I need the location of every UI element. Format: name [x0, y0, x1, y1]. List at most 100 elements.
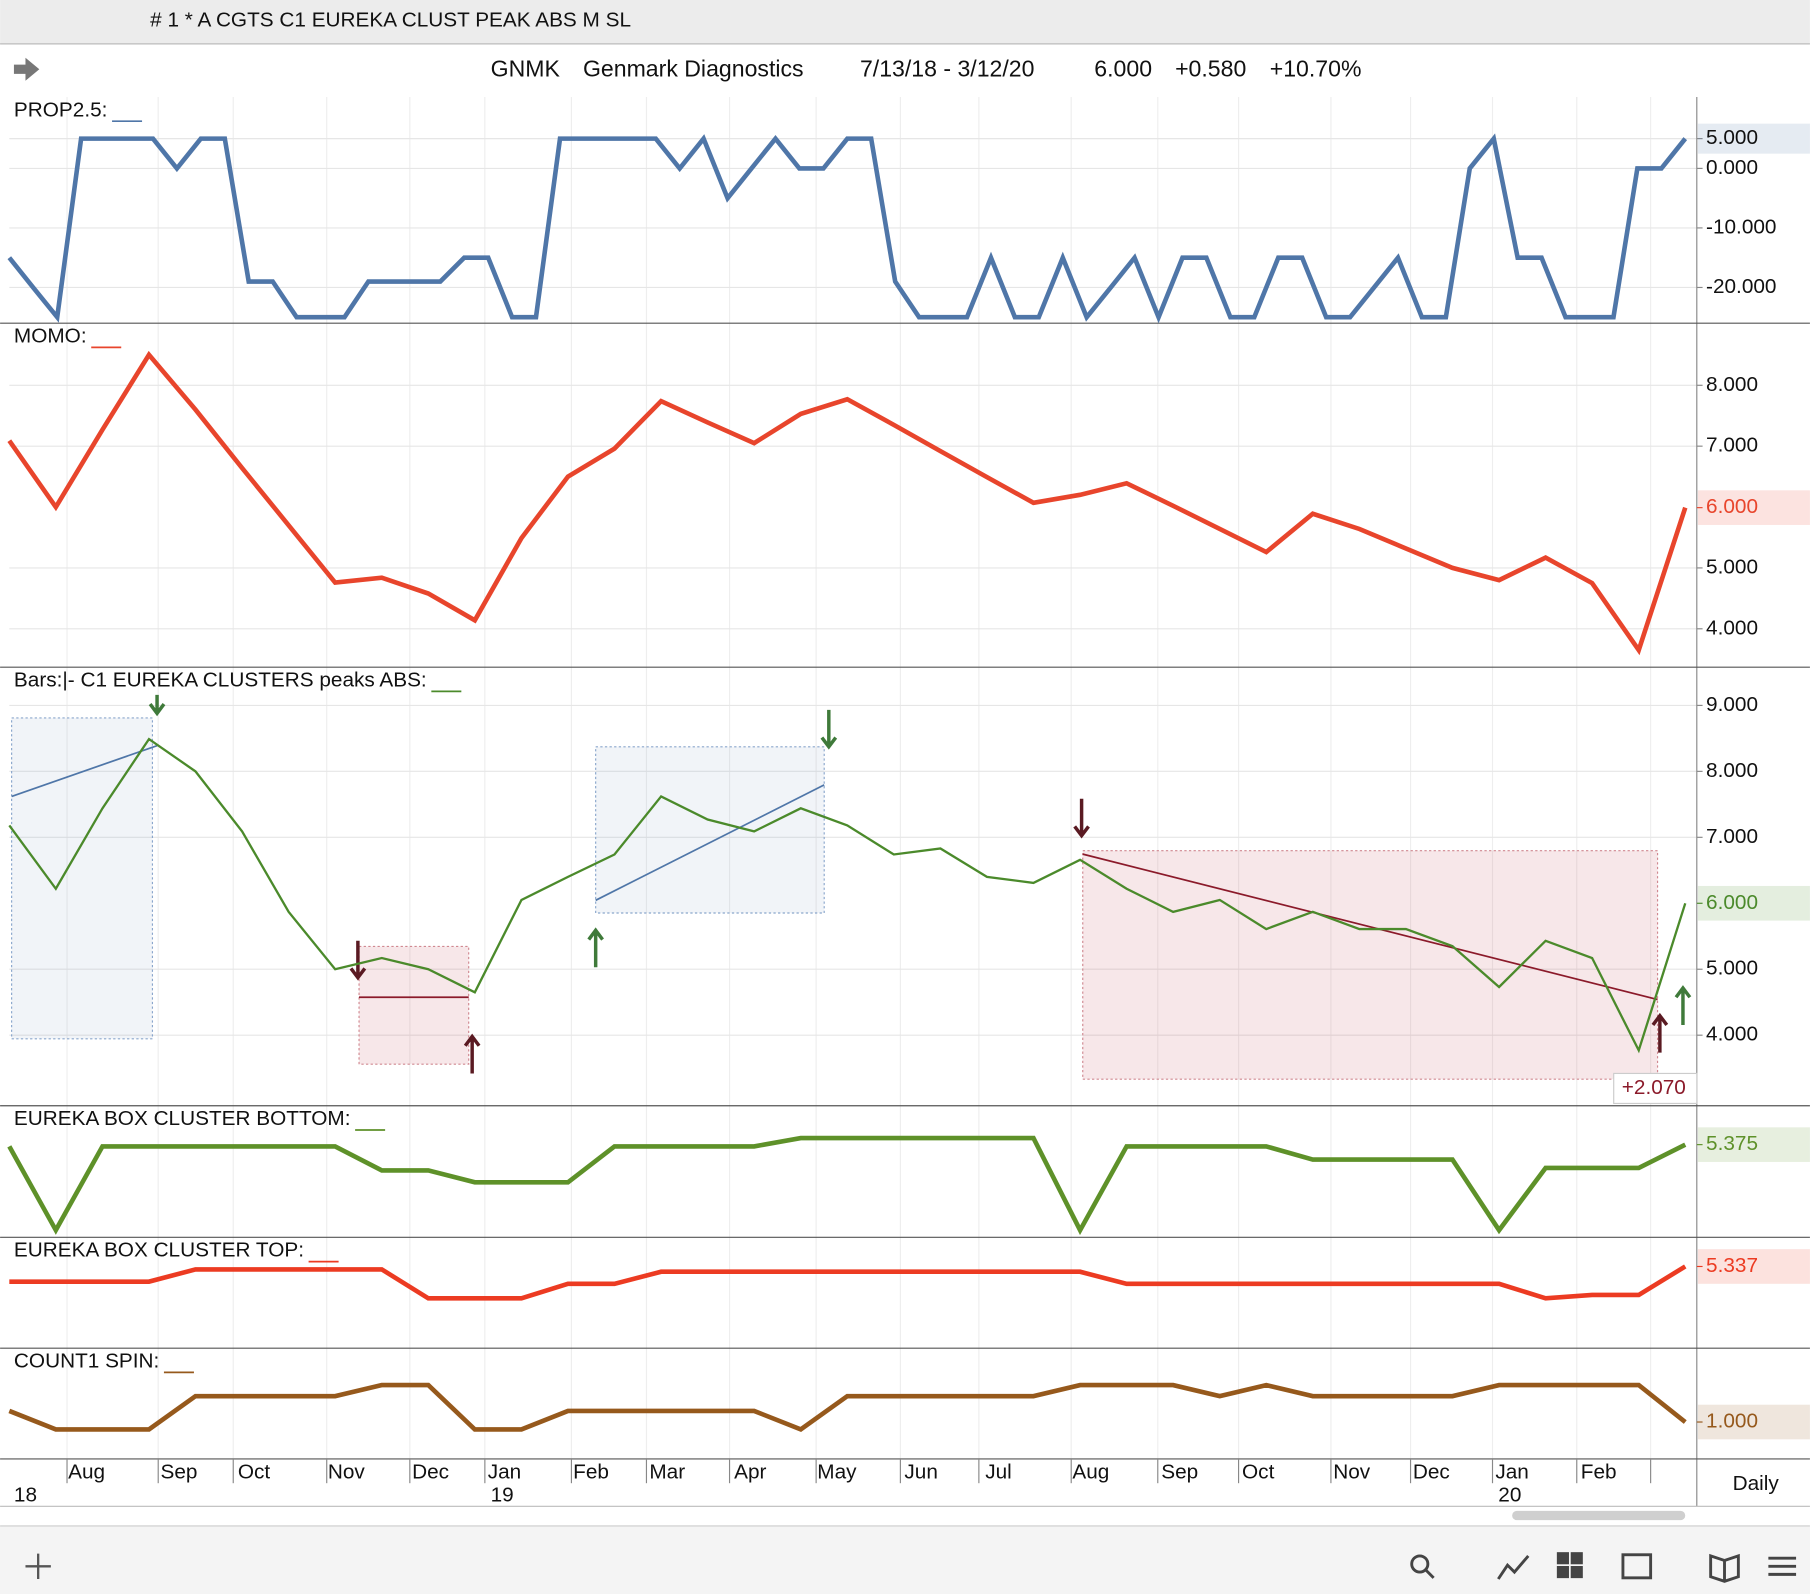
layout-icon[interactable]	[1621, 1553, 1653, 1580]
trend-line	[595, 784, 825, 902]
arrow-down	[349, 940, 367, 981]
y-tick-label: 4.000	[1706, 616, 1758, 639]
x-tick-label: Jul	[985, 1460, 1012, 1483]
y-tick-label: 7.000	[1706, 825, 1758, 848]
y-tick-label: 9.000	[1706, 693, 1758, 716]
trend-line	[1082, 853, 1658, 1001]
x-tick-label: Mar	[649, 1460, 685, 1483]
last-value-box	[1697, 885, 1810, 921]
x-tick-label: Jan	[488, 1460, 521, 1483]
panel-title: Bars:|- C1 EUREKA CLUSTERS peaks ABS:	[14, 668, 427, 691]
last-value-box	[1697, 490, 1810, 525]
x-tick-label: Nov	[328, 1460, 366, 1483]
grid-icon[interactable]	[1570, 1552, 1583, 1565]
x-tick-label: May	[817, 1460, 857, 1483]
last-value-label: 6.000	[1706, 495, 1758, 518]
y-tick-label: -10.000	[1706, 215, 1776, 238]
y-tick-label: -20.000	[1706, 275, 1776, 298]
value-highlight	[1697, 123, 1810, 154]
last-value-box	[1697, 1404, 1810, 1440]
grid-icon[interactable]	[1556, 1552, 1569, 1565]
x-tick-label: Jun	[904, 1460, 937, 1483]
panel-title: EUREKA BOX CLUSTER BOTTOM:	[14, 1107, 351, 1130]
series-line	[7, 133, 1688, 324]
series-line	[8, 737, 1687, 1054]
y-tick-label: 5.000	[1706, 555, 1758, 578]
arrow-down	[1073, 798, 1090, 839]
x-tick-label: Feb	[1581, 1460, 1617, 1483]
last-price: 6.000	[1094, 56, 1152, 82]
period-label: Daily	[1733, 1472, 1780, 1495]
draw-icon[interactable]	[1497, 1554, 1530, 1580]
last-value-label: 6.000	[1706, 891, 1758, 914]
arrow-down	[820, 709, 838, 750]
panel-title: MOMO:	[14, 325, 87, 348]
cluster-box	[1082, 850, 1659, 1080]
y-tick-label: 5.000	[1706, 957, 1758, 980]
arrow-up	[1651, 1012, 1669, 1053]
arrow-up	[1674, 985, 1692, 1025]
series-line	[8, 1382, 1687, 1433]
y-tick-label: 0.000	[1706, 156, 1758, 179]
symbol: GNMK	[491, 56, 561, 82]
x-tick-label: Oct	[238, 1460, 271, 1483]
company-name: Genmark Diagnostics	[583, 56, 804, 82]
x-tick-label: Aug	[1072, 1460, 1109, 1483]
search-icon[interactable]	[1410, 1554, 1430, 1574]
y-tick-label: 8.000	[1706, 759, 1758, 782]
x-tick-label: Sep	[1161, 1460, 1198, 1483]
arrow-up	[463, 1033, 481, 1074]
x-tick-label: Jan	[1495, 1460, 1528, 1483]
x-tick-label: Sep	[161, 1460, 198, 1483]
arrow-up	[587, 927, 604, 968]
annotation-box	[1613, 1072, 1698, 1105]
grid-icon[interactable]	[1570, 1566, 1583, 1579]
x-tick-label: Apr	[734, 1460, 766, 1483]
arrow-down	[148, 694, 166, 717]
search-icon[interactable]	[1424, 1568, 1435, 1579]
cluster-box	[595, 746, 825, 914]
panel-title: EUREKA BOX CLUSTER TOP:	[14, 1239, 304, 1262]
x-tick-label: Nov	[1333, 1460, 1371, 1483]
window-title: # 1 * A CGTS C1 EUREKA CLUST PEAK ABS M …	[150, 8, 631, 31]
cluster-box	[358, 945, 470, 1065]
cluster-overlays	[11, 694, 1692, 1080]
annotation: +2.070	[1622, 1076, 1686, 1099]
series-line	[7, 1135, 1687, 1236]
change-pct: +10.70%	[1270, 56, 1362, 82]
x-tick-label: Dec	[412, 1460, 449, 1483]
last-value-label: 1.000	[1706, 1410, 1758, 1433]
y-tick-label: 5.000	[1706, 126, 1758, 149]
toolbar	[0, 1525, 1810, 1594]
panel-title: PROP2.5:	[14, 98, 107, 121]
y-tick-label: 7.000	[1706, 434, 1758, 457]
panel-title: COUNT1 SPIN:	[14, 1349, 159, 1372]
year-label: 18	[14, 1483, 37, 1506]
y-tick-label: 8.000	[1706, 373, 1758, 396]
grid-icon[interactable]	[1556, 1566, 1569, 1579]
year-label: 20	[1498, 1483, 1521, 1506]
x-tick-label: Oct	[1242, 1460, 1275, 1483]
x-tick-label: Dec	[1413, 1460, 1450, 1483]
last-value-box	[1697, 1127, 1810, 1162]
add-button[interactable]	[25, 1553, 51, 1579]
x-tick-label: Feb	[573, 1460, 609, 1483]
last-value-label: 5.337	[1706, 1254, 1758, 1277]
y-tick-label: 4.000	[1706, 1023, 1758, 1046]
last-value-label: 5.375	[1706, 1132, 1758, 1155]
book-icon[interactable]	[1709, 1553, 1740, 1583]
x-tick-label: Aug	[68, 1460, 105, 1483]
nav-arrow[interactable]	[13, 57, 40, 81]
date-range: 7/13/18 - 3/12/20	[860, 56, 1035, 82]
year-label: 19	[491, 1483, 514, 1506]
scrollbar	[1512, 1510, 1686, 1521]
trend-line	[11, 744, 158, 798]
series-line	[7, 350, 1688, 656]
change: +0.580	[1175, 56, 1246, 82]
last-value-box	[1697, 1249, 1810, 1284]
menu-icon[interactable]	[1768, 1556, 1797, 1576]
series-line	[9, 1264, 1687, 1301]
title-bar	[0, 0, 1810, 44]
